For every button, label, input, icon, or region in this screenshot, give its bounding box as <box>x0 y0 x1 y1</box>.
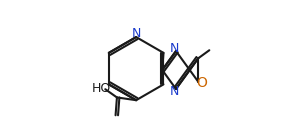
Text: N: N <box>170 85 180 98</box>
Text: O: O <box>196 76 207 90</box>
Text: HO: HO <box>91 82 111 95</box>
Text: N: N <box>170 42 180 55</box>
Text: N: N <box>132 27 141 40</box>
